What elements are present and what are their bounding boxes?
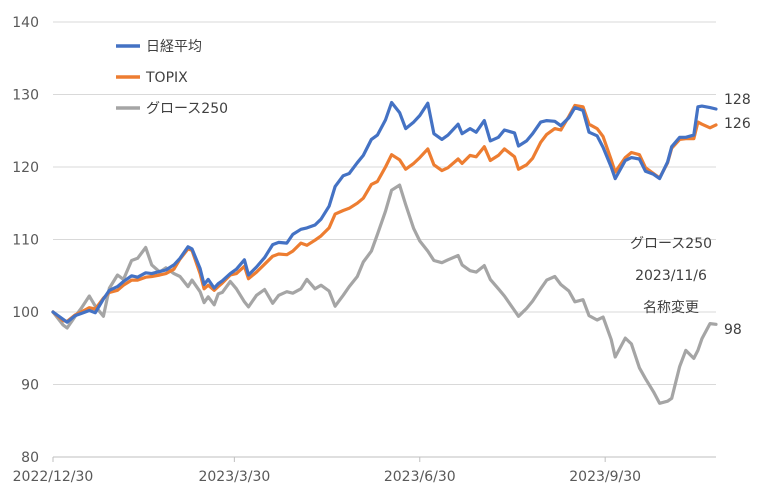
annotation: グロース250 2023/11/6 名称変更 bbox=[630, 236, 712, 316]
legend-label: グロース250 bbox=[146, 101, 228, 117]
y-tick-label: 120 bbox=[12, 160, 39, 176]
x-tick-label: 2022/12/30 bbox=[13, 469, 94, 485]
end-labels: 128 126 98 bbox=[724, 92, 751, 338]
series-line-2 bbox=[51, 103, 718, 323]
end-value-label: 98 bbox=[724, 322, 742, 338]
annotation-line: 2023/11/6 bbox=[635, 268, 707, 284]
end-value-label: 128 bbox=[724, 92, 751, 108]
x-tick-label: 2023/3/30 bbox=[198, 469, 270, 485]
y-tick-label: 140 bbox=[12, 15, 39, 31]
y-tick-label: 130 bbox=[12, 88, 39, 104]
gridlines bbox=[53, 21, 716, 385]
annotation-line: 名称変更 bbox=[643, 299, 699, 316]
y-tick-label: 110 bbox=[12, 233, 39, 249]
legend-label: TOPIX bbox=[145, 70, 188, 86]
series-lines bbox=[51, 100, 718, 405]
y-tick-label: 80 bbox=[21, 450, 39, 466]
axes: 80 90 100 110 120 130 140 2022/12/30 2023/3/30 20… bbox=[12, 15, 716, 485]
legend-label: 日経平均 bbox=[146, 39, 202, 55]
legend: 日経平均 TOPIX グロース250 bbox=[116, 39, 228, 117]
end-value-label: 126 bbox=[724, 116, 751, 132]
annotation-line: グロース250 bbox=[630, 236, 712, 252]
y-tick-label: 100 bbox=[12, 305, 39, 321]
y-tick-label: 90 bbox=[21, 378, 39, 394]
x-tick-label: 2023/6/30 bbox=[384, 469, 456, 485]
series-line-1 bbox=[51, 100, 718, 324]
x-tick-label: 2023/9/30 bbox=[569, 469, 641, 485]
series-line-3 bbox=[51, 183, 718, 405]
